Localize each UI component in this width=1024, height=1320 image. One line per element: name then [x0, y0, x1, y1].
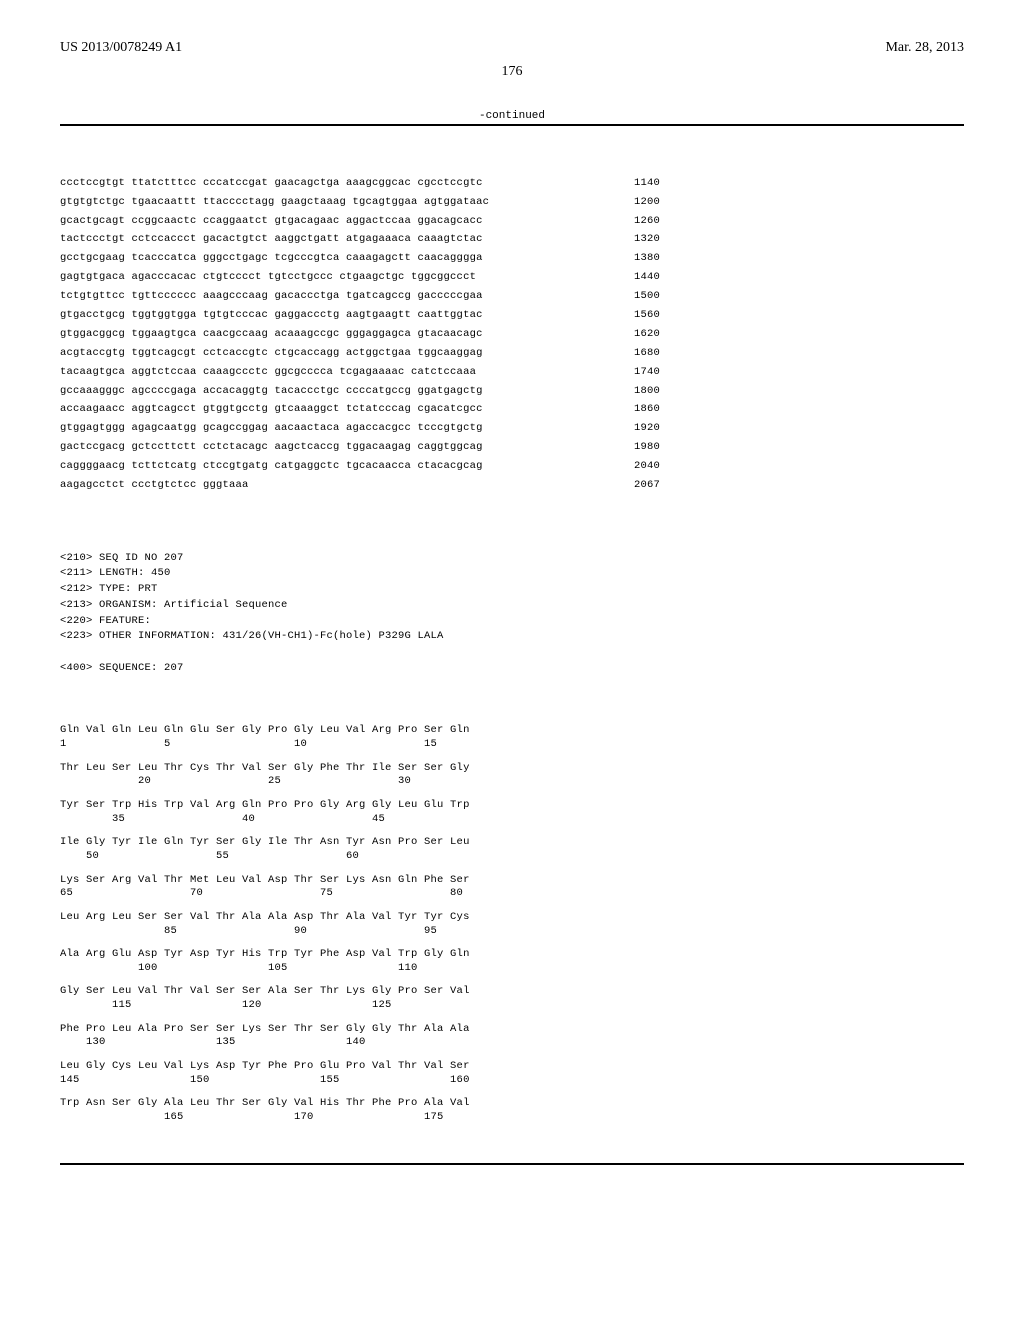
sequence-line: gtgacctgcg tggtggtgga tgtgtcccac gaggacc…	[60, 306, 964, 325]
sequence-position: 1620	[600, 325, 660, 344]
sequence-position: 1500	[600, 287, 660, 306]
sequence-data: gtgacctgcg tggtggtgga tgtgtcccac gaggacc…	[60, 306, 600, 325]
sequence-data: gccaaagggc agccccgaga accacaggtg tacaccc…	[60, 382, 600, 401]
protein-row: Ala Arg Glu Asp Tyr Asp Tyr His Trp Tyr …	[60, 948, 964, 975]
sequence-line: accaagaacc aggtcagcct gtggtgcctg gtcaaag…	[60, 400, 964, 419]
sequence-data: gactccgacg gctccttctt cctctacagc aagctca…	[60, 438, 600, 457]
protein-row: Trp Asn Ser Gly Ala Leu Thr Ser Gly Val …	[60, 1097, 964, 1124]
sequence-data: gtggacggcg tggaagtgca caacgccaag acaaagc…	[60, 325, 600, 344]
amino-acid-line: Thr Leu Ser Leu Thr Cys Thr Val Ser Gly …	[60, 762, 964, 776]
sequence-data: caggggaacg tcttctcatg ctccgtgatg catgagg…	[60, 457, 600, 476]
sequence-line: ccctccgtgt ttatctttcc cccatccgat gaacagc…	[60, 174, 964, 193]
sequence-data: aagagcctct ccctgtctcc gggtaaa	[60, 476, 600, 495]
sequence-line: gtggagtggg agagcaatgg gcagccggag aacaact…	[60, 419, 964, 438]
sequence-data: tctgtgttcc tgttcccccc aaagcccaag gacaccc…	[60, 287, 600, 306]
sequence-listing: ccctccgtgt ttatctttcc cccatccgat gaacagc…	[60, 124, 964, 1165]
position-line: 145 150 155 160	[60, 1074, 964, 1088]
sequence-position: 1260	[600, 212, 660, 231]
sequence-data: ccctccgtgt ttatctttcc cccatccgat gaacagc…	[60, 174, 600, 193]
amino-acid-line: Lys Ser Arg Val Thr Met Leu Val Asp Thr …	[60, 874, 964, 888]
amino-acid-line: Phe Pro Leu Ala Pro Ser Ser Lys Ser Thr …	[60, 1023, 964, 1037]
sequence-position: 2067	[600, 476, 660, 495]
sequence-line: gcctgcgaag tcacccatca gggcctgagc tcgcccg…	[60, 249, 964, 268]
continued-label: -continued	[60, 110, 964, 122]
amino-acid-line: Trp Asn Ser Gly Ala Leu Thr Ser Gly Val …	[60, 1097, 964, 1111]
protein-row: Thr Leu Ser Leu Thr Cys Thr Val Ser Gly …	[60, 762, 964, 789]
amino-acid-line: Leu Arg Leu Ser Ser Val Thr Ala Ala Asp …	[60, 911, 964, 925]
protein-row: Leu Gly Cys Leu Val Lys Asp Tyr Phe Pro …	[60, 1060, 964, 1087]
sequence-position: 1680	[600, 344, 660, 363]
sequence-line: gccaaagggc agccccgaga accacaggtg tacaccc…	[60, 382, 964, 401]
position-line: 115 120 125	[60, 999, 964, 1013]
publication-date: Mar. 28, 2013	[885, 40, 964, 56]
sequence-position: 1980	[600, 438, 660, 457]
position-line: 50 55 60	[60, 850, 964, 864]
amino-acid-line: Gln Val Gln Leu Gln Glu Ser Gly Pro Gly …	[60, 724, 964, 738]
sequence-line: acgtaccgtg tggtcagcgt cctcaccgtc ctgcacc…	[60, 344, 964, 363]
sequence-line: tactccctgt cctccaccct gacactgtct aaggctg…	[60, 230, 964, 249]
sequence-data: accaagaacc aggtcagcct gtggtgcctg gtcaaag…	[60, 400, 600, 419]
amino-acid-line: Gly Ser Leu Val Thr Val Ser Ser Ala Ser …	[60, 985, 964, 999]
sequence-position: 1740	[600, 363, 660, 382]
sequence-position: 1860	[600, 400, 660, 419]
sequence-header-block: <210> SEQ ID NO 207 <211> LENGTH: 450 <2…	[60, 551, 964, 677]
position-line: 100 105 110	[60, 962, 964, 976]
position-line: 85 90 95	[60, 925, 964, 939]
sequence-position: 1920	[600, 419, 660, 438]
sequence-position: 2040	[600, 457, 660, 476]
sequence-position: 1320	[600, 230, 660, 249]
protein-row: Gln Val Gln Leu Gln Glu Ser Gly Pro Gly …	[60, 724, 964, 751]
sequence-data: gcctgcgaag tcacccatca gggcctgagc tcgcccg…	[60, 249, 600, 268]
amino-acid-line: Tyr Ser Trp His Trp Val Arg Gln Pro Pro …	[60, 799, 964, 813]
sequence-data: acgtaccgtg tggtcagcgt cctcaccgtc ctgcacc…	[60, 344, 600, 363]
sequence-position: 1140	[600, 174, 660, 193]
amino-acid-line: Ala Arg Glu Asp Tyr Asp Tyr His Trp Tyr …	[60, 948, 964, 962]
sequence-line: aagagcctct ccctgtctcc gggtaaa2067	[60, 476, 964, 495]
amino-acid-line: Leu Gly Cys Leu Val Lys Asp Tyr Phe Pro …	[60, 1060, 964, 1074]
page-number: 176	[60, 64, 964, 80]
protein-row: Tyr Ser Trp His Trp Val Arg Gln Pro Pro …	[60, 799, 964, 826]
position-line: 65 70 75 80	[60, 887, 964, 901]
position-line: 165 170 175	[60, 1111, 964, 1125]
sequence-data: gagtgtgaca agacccacac ctgtcccct tgtcctgc…	[60, 268, 600, 287]
protein-row: Ile Gly Tyr Ile Gln Tyr Ser Gly Ile Thr …	[60, 836, 964, 863]
protein-sequence: Gln Val Gln Leu Gln Glu Ser Gly Pro Gly …	[60, 724, 964, 1124]
publication-number: US 2013/0078249 A1	[60, 40, 182, 56]
protein-row: Lys Ser Arg Val Thr Met Leu Val Asp Thr …	[60, 874, 964, 901]
sequence-position: 1800	[600, 382, 660, 401]
sequence-data: gtggagtggg agagcaatgg gcagccggag aacaact…	[60, 419, 600, 438]
position-line: 35 40 45	[60, 813, 964, 827]
sequence-position: 1200	[600, 193, 660, 212]
sequence-line: gtggacggcg tggaagtgca caacgccaag acaaagc…	[60, 325, 964, 344]
sequence-line: tctgtgttcc tgttcccccc aaagcccaag gacaccc…	[60, 287, 964, 306]
sequence-line: gcactgcagt ccggcaactc ccaggaatct gtgacag…	[60, 212, 964, 231]
page-header: US 2013/0078249 A1 Mar. 28, 2013	[60, 40, 964, 56]
nucleotide-sequence: ccctccgtgt ttatctttcc cccatccgat gaacagc…	[60, 174, 964, 495]
amino-acid-line: Ile Gly Tyr Ile Gln Tyr Ser Gly Ile Thr …	[60, 836, 964, 850]
protein-row: Gly Ser Leu Val Thr Val Ser Ser Ala Ser …	[60, 985, 964, 1012]
sequence-position: 1440	[600, 268, 660, 287]
position-line: 1 5 10 15	[60, 738, 964, 752]
sequence-line: tacaagtgca aggtctccaa caaagccctc ggcgccc…	[60, 363, 964, 382]
protein-row: Leu Arg Leu Ser Ser Val Thr Ala Ala Asp …	[60, 911, 964, 938]
sequence-line: gagtgtgaca agacccacac ctgtcccct tgtcctgc…	[60, 268, 964, 287]
sequence-data: gcactgcagt ccggcaactc ccaggaatct gtgacag…	[60, 212, 600, 231]
sequence-data: tactccctgt cctccaccct gacactgtct aaggctg…	[60, 230, 600, 249]
position-line: 130 135 140	[60, 1036, 964, 1050]
sequence-line: gtgtgtctgc tgaacaattt ttacccctagg gaagct…	[60, 193, 964, 212]
position-line: 20 25 30	[60, 775, 964, 789]
sequence-line: gactccgacg gctccttctt cctctacagc aagctca…	[60, 438, 964, 457]
protein-row: Phe Pro Leu Ala Pro Ser Ser Lys Ser Thr …	[60, 1023, 964, 1050]
sequence-data: tacaagtgca aggtctccaa caaagccctc ggcgccc…	[60, 363, 600, 382]
sequence-position: 1560	[600, 306, 660, 325]
sequence-line: caggggaacg tcttctcatg ctccgtgatg catgagg…	[60, 457, 964, 476]
sequence-position: 1380	[600, 249, 660, 268]
sequence-data: gtgtgtctgc tgaacaattt ttacccctagg gaagct…	[60, 193, 600, 212]
